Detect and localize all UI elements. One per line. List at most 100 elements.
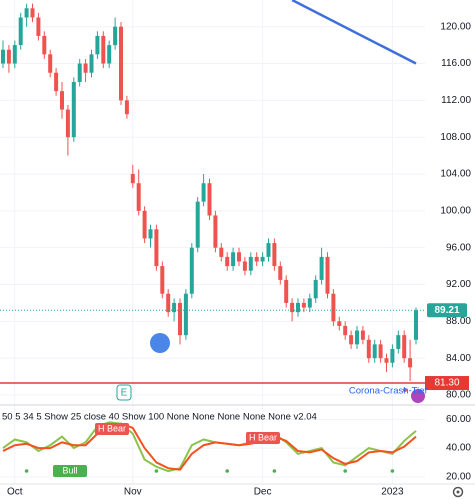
candle-body [71, 81, 76, 138]
candle-body [36, 17, 41, 36]
y-tick-label: 40.00 [446, 443, 471, 454]
candle-body [24, 8, 29, 18]
candle-body [1, 49, 5, 64]
candle-body [414, 310, 418, 340]
candle-body [307, 298, 312, 308]
candle-body [130, 174, 135, 184]
indicator-line [2, 421, 417, 473]
candle-body [54, 72, 59, 92]
candle-body [195, 201, 200, 248]
earnings-icon[interactable]: E [116, 384, 132, 401]
x-tick-label: Dec [254, 487, 272, 498]
candle-body [113, 26, 118, 46]
candle-body [89, 54, 94, 73]
candle-body [390, 348, 395, 363]
candle-body [101, 35, 106, 64]
candle-body [95, 35, 100, 55]
candle-body [148, 229, 153, 239]
candle-body [402, 335, 407, 359]
candle-body [142, 210, 147, 239]
candle-body [296, 302, 300, 313]
annotation: Bull [62, 465, 77, 475]
candle-body [213, 215, 218, 248]
candle-body [201, 183, 206, 202]
candle-body [384, 358, 389, 363]
candle-body [30, 8, 35, 18]
x-tick-label: Oct [7, 487, 23, 498]
candle-body [237, 252, 241, 262]
candle-body [219, 247, 224, 257]
candle-body [360, 330, 365, 340]
y-tick-label: 92.00 [446, 279, 471, 290]
svg-text:E: E [121, 388, 128, 399]
annotation: H Bear [98, 423, 126, 433]
marker-circle[interactable] [150, 333, 170, 353]
candle-body [378, 344, 383, 359]
candle-body [178, 302, 182, 336]
candle-body [166, 293, 171, 313]
settings-icon[interactable] [452, 486, 464, 498]
candle-body [290, 302, 295, 313]
level-label-bg [425, 376, 469, 391]
signal-dot [154, 469, 159, 473]
y-tick-label: 96.00 [446, 242, 471, 253]
signal-dot [390, 469, 395, 473]
signal-dot [343, 469, 348, 473]
annotation-bg [95, 423, 129, 435]
annotation-bg [246, 432, 280, 444]
y-tick-label: 112.00 [441, 95, 471, 106]
last-price-label: 89.21 [434, 305, 459, 316]
candle-body [6, 49, 11, 64]
candle-body [77, 63, 82, 82]
y-tick-label: 120.00 [440, 21, 471, 32]
y-tick-label: 84.00 [446, 353, 471, 364]
candle-body [124, 100, 129, 115]
x-tick-label: Nov [124, 487, 142, 498]
candle-body [313, 279, 318, 299]
candle-body [366, 339, 371, 359]
candle-body [272, 243, 277, 267]
candle-body [355, 330, 359, 345]
candle-body [12, 45, 17, 64]
y-tick-label: 116.00 [441, 58, 471, 69]
candle-body [331, 293, 336, 322]
indicator-line [2, 422, 417, 471]
y-tick-label: 80.00 [446, 390, 471, 401]
candle-body [160, 266, 165, 294]
candle-body [301, 302, 306, 308]
candle-body [396, 335, 401, 349]
candle-body [325, 256, 330, 294]
candle-body [284, 279, 289, 303]
candle-body [260, 256, 265, 262]
y-tick-label: 60.00 [446, 414, 471, 425]
event-icon[interactable] [411, 389, 425, 403]
candle-body [189, 247, 194, 294]
candle-body [60, 91, 64, 110]
candle-body [349, 335, 354, 345]
candle-body [65, 109, 70, 138]
y-tick-label: 100.00 [440, 205, 471, 216]
annotation-bg [53, 465, 87, 477]
candle-body [266, 243, 271, 257]
level-name: Corona-Crash-Tief [349, 386, 428, 397]
candle-body [83, 63, 88, 73]
candle-body [372, 344, 377, 359]
candle-body [242, 261, 247, 271]
level-label: 81.30 [434, 378, 459, 389]
candle-body [107, 45, 112, 64]
y-tick-label: 88.00 [446, 316, 471, 327]
x-tick-label: 2023 [381, 487, 404, 498]
candle-body [319, 256, 324, 280]
y-tick-label: 104.00 [440, 169, 471, 180]
indicator-title: 50 5 34 5 Show 25 close 40 Show 100 None… [2, 412, 317, 423]
candle-body [278, 266, 283, 280]
candle-body [231, 252, 236, 267]
candle-body [136, 183, 141, 211]
candle-body [408, 358, 413, 368]
last-price-bg [427, 303, 467, 318]
candle-body [337, 321, 342, 326]
signal-dot [24, 469, 29, 473]
candle-body [154, 229, 159, 267]
candle-body [343, 325, 348, 336]
